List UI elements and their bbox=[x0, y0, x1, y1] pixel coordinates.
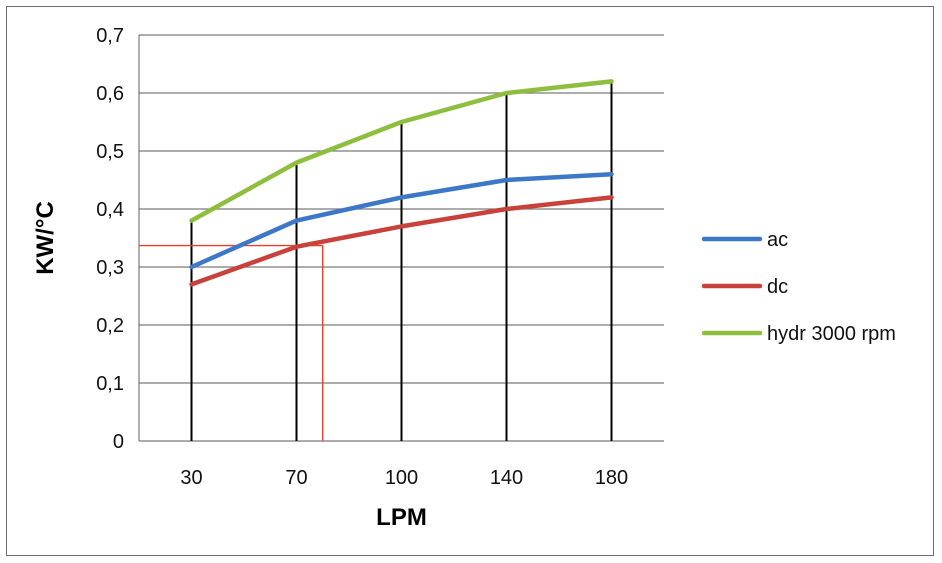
annotation-lines bbox=[139, 244, 324, 441]
series-line-dc bbox=[189, 195, 614, 287]
x-tick-label: 70 bbox=[285, 467, 307, 489]
x-tick-label: 30 bbox=[180, 467, 202, 489]
y-tick-label: 0,3 bbox=[96, 257, 124, 279]
series-line-ac bbox=[189, 171, 614, 270]
series-layer bbox=[189, 79, 614, 287]
legend: ac dc hydr 3000 rpm bbox=[701, 229, 896, 345]
y-axis-title: KW/°C bbox=[32, 201, 59, 275]
x-tick-label: 100 bbox=[385, 467, 418, 489]
y-tick-label: 0,6 bbox=[96, 83, 124, 105]
y-tick-label: 0,2 bbox=[96, 315, 124, 337]
drop-lines bbox=[190, 81, 613, 441]
series-line-hydr-3000-rpm bbox=[189, 79, 614, 223]
y-tick-label: 0,7 bbox=[96, 25, 124, 47]
y-tick-labels: 0 0,1 0,2 0,3 0,4 0,5 0,6 0,7 bbox=[96, 25, 124, 453]
kw-per-degree-chart: 0 0,1 0,2 0,3 0,4 0,5 0,6 0,7 30 70 100 140 180 LPM… bbox=[32, 25, 896, 531]
x-tick-label: 180 bbox=[595, 467, 628, 489]
legend-label: ac bbox=[767, 229, 788, 251]
y-tick-label: 0 bbox=[113, 431, 124, 453]
chart-frame: 0 0,1 0,2 0,3 0,4 0,5 0,6 0,7 30 70 100 140 180 LPM… bbox=[6, 6, 934, 556]
x-tick-labels: 30 70 100 140 180 bbox=[180, 467, 628, 489]
y-tick-label: 0,4 bbox=[96, 199, 124, 221]
x-axis-title: LPM bbox=[376, 504, 427, 531]
legend-label: dc bbox=[767, 276, 788, 298]
y-tick-label: 0,5 bbox=[96, 141, 124, 163]
x-tick-label: 140 bbox=[490, 467, 523, 489]
y-tick-label: 0,1 bbox=[96, 373, 124, 395]
legend-label: hydr 3000 rpm bbox=[767, 323, 896, 345]
